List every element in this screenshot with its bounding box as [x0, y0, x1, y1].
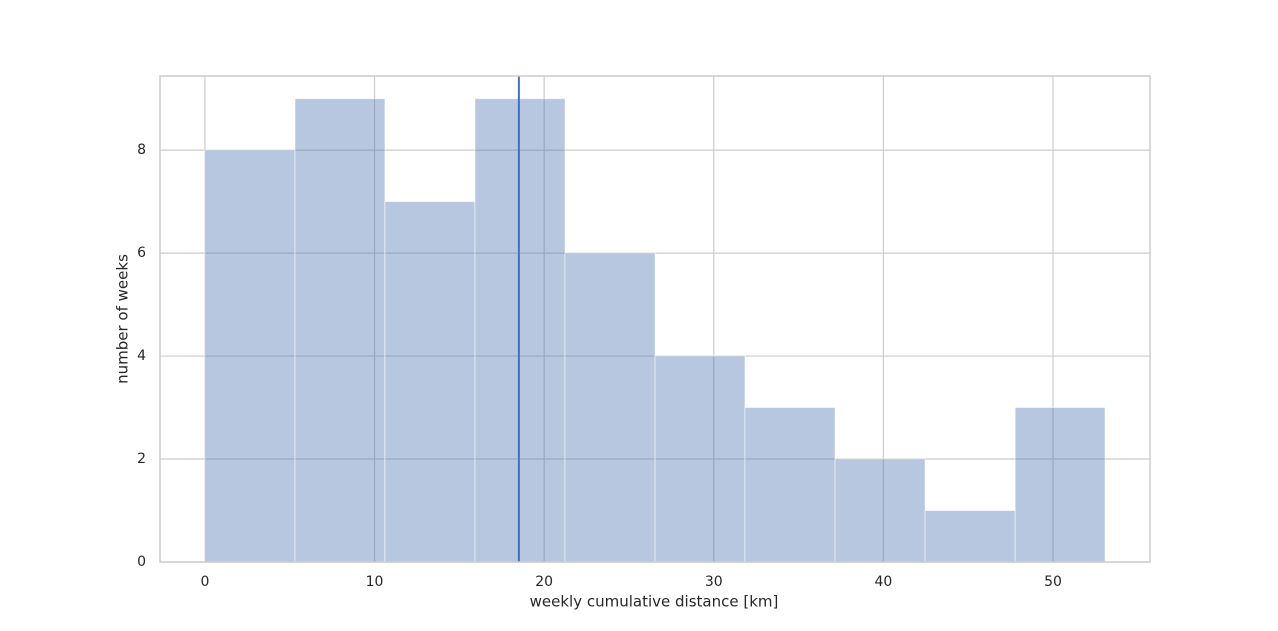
y-tick-label: 6 — [137, 245, 146, 261]
x-tick-label: 20 — [535, 574, 553, 590]
bar — [834, 458, 926, 563]
bar — [654, 355, 746, 563]
bar — [564, 252, 656, 563]
bar — [204, 149, 296, 563]
bar — [474, 98, 566, 563]
bar — [1014, 407, 1106, 563]
bar — [294, 98, 386, 563]
y-axis-label: number of weeks — [114, 254, 132, 384]
plot-frame — [159, 75, 1151, 563]
x-tick-label: 50 — [1044, 574, 1062, 590]
y-tick-label: 2 — [137, 451, 146, 467]
y-tick-label: 8 — [137, 142, 146, 158]
x-axis-label: weekly cumulative distance [km] — [530, 593, 779, 611]
y-tick-label: 0 — [137, 554, 146, 570]
x-tick-label: 0 — [200, 574, 209, 590]
x-tick-label: 30 — [705, 574, 723, 590]
bar — [924, 510, 1016, 563]
x-tick-label: 40 — [874, 574, 892, 590]
y-tick-label: 4 — [137, 348, 146, 364]
bar — [384, 201, 476, 563]
bar — [744, 407, 836, 563]
x-tick-label: 10 — [366, 574, 384, 590]
